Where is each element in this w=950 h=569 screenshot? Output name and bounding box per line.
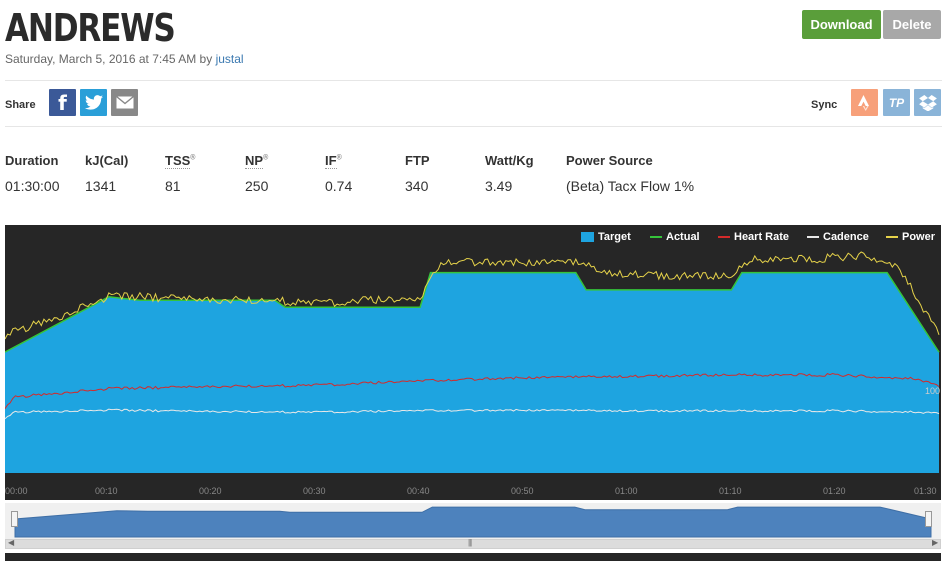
navigator-series bbox=[14, 506, 932, 538]
sync-label: Sync bbox=[811, 99, 838, 111]
legend-swatch bbox=[581, 232, 594, 242]
navigator-scrollbar[interactable] bbox=[5, 539, 941, 549]
strava-icon[interactable] bbox=[851, 89, 878, 116]
legend-item-heart-rate[interactable]: Heart Rate bbox=[718, 231, 789, 243]
dropbox-icon[interactable] bbox=[914, 89, 941, 116]
np-label-text: NP bbox=[245, 153, 264, 169]
facebook-icon[interactable]: f bbox=[49, 89, 76, 116]
actual-line bbox=[5, 271, 940, 353]
x-tick-label: 00:20 bbox=[199, 486, 222, 496]
legend-swatch bbox=[718, 236, 730, 238]
navigator-area[interactable] bbox=[5, 503, 941, 539]
legend-swatch bbox=[650, 236, 662, 238]
np-value: 250 bbox=[245, 178, 269, 194]
target-area bbox=[5, 272, 939, 473]
legend-item-power[interactable]: Power bbox=[886, 231, 935, 243]
tss-label-text: TSS bbox=[165, 153, 191, 169]
share-label: Share bbox=[5, 99, 36, 111]
ride-date: Saturday, March 5, 2016 at 7:45 AM by bbox=[5, 52, 216, 66]
power-source-label: Power Source bbox=[566, 153, 653, 168]
ftp-value: 340 bbox=[405, 178, 429, 194]
x-tick-label: 01:10 bbox=[719, 486, 742, 496]
info-icon: ® bbox=[190, 154, 196, 162]
divider bbox=[5, 80, 942, 81]
x-tick-label: 01:30 bbox=[914, 486, 937, 496]
x-tick-label: 00:50 bbox=[511, 486, 534, 496]
kj-label: kJ(Cal) bbox=[85, 153, 129, 168]
x-tick-label: 01:00 bbox=[615, 486, 638, 496]
if-label-text: IF bbox=[325, 153, 337, 169]
tss-label[interactable]: TSS® bbox=[165, 153, 196, 169]
bottom-bar bbox=[5, 553, 941, 561]
power-source-value: (Beta) Tacx Flow 1% bbox=[566, 178, 695, 194]
legend-label: Power bbox=[902, 231, 936, 243]
legend-item-target[interactable]: Target bbox=[581, 231, 631, 243]
if-label[interactable]: IF® bbox=[325, 153, 342, 169]
divider bbox=[5, 126, 942, 127]
ftp-label: FTP bbox=[405, 153, 430, 168]
info-icon: ® bbox=[336, 154, 342, 162]
email-icon[interactable] bbox=[111, 89, 138, 116]
workout-chart-plot[interactable] bbox=[5, 225, 941, 500]
cadence-line bbox=[5, 408, 940, 420]
legend-item-actual[interactable]: Actual bbox=[650, 231, 700, 243]
ride-date-line: Saturday, March 5, 2016 at 7:45 AM by ju… bbox=[5, 52, 244, 66]
tss-value: 81 bbox=[165, 178, 181, 194]
delete-button[interactable]: Delete bbox=[883, 10, 941, 39]
x-tick-label: 00:40 bbox=[407, 486, 430, 496]
if-value: 0.74 bbox=[325, 178, 353, 194]
duration-label: Duration bbox=[5, 153, 59, 168]
legend-item-cadence[interactable]: Cadence bbox=[807, 231, 869, 243]
twitter-icon[interactable] bbox=[80, 89, 107, 116]
navigator-left-handle[interactable] bbox=[11, 511, 18, 527]
kj-value: 1341 bbox=[85, 178, 117, 194]
legend-label: Target bbox=[598, 231, 631, 243]
download-button[interactable]: Download bbox=[802, 10, 881, 39]
watt-kg-value: 3.49 bbox=[485, 178, 513, 194]
x-tick-label: 00:30 bbox=[303, 486, 326, 496]
heart-rate-line bbox=[5, 372, 940, 409]
duration-value: 01:30:00 bbox=[5, 178, 60, 194]
np-label[interactable]: NP® bbox=[245, 153, 269, 169]
legend-label: Cadence bbox=[823, 231, 869, 243]
x-tick-label: 01:20 bbox=[823, 486, 846, 496]
navigator-right-handle[interactable] bbox=[925, 511, 932, 527]
scroll-left-icon[interactable]: ◀ bbox=[8, 538, 15, 547]
legend-label: Actual bbox=[666, 231, 700, 243]
y-axis-value: 100 bbox=[925, 386, 941, 396]
legend-label: Heart Rate bbox=[734, 231, 790, 243]
watt-kg-label: Watt/Kg bbox=[485, 153, 534, 168]
x-tick-label: 00:00 bbox=[5, 486, 28, 496]
navigator[interactable] bbox=[5, 503, 941, 539]
user-link[interactable]: justal bbox=[215, 52, 244, 66]
legend-swatch bbox=[807, 236, 819, 238]
power-line bbox=[5, 251, 940, 340]
scroll-right-icon[interactable]: ▶ bbox=[932, 538, 939, 547]
info-icon: ® bbox=[263, 154, 269, 162]
trainingpeaks-icon[interactable]: TP bbox=[883, 89, 910, 116]
scrollbar-grip-icon[interactable]: ||| bbox=[468, 538, 472, 547]
legend-swatch bbox=[886, 236, 898, 238]
x-tick-label: 00:10 bbox=[95, 486, 118, 496]
page-title: ANDREWS bbox=[5, 6, 176, 50]
